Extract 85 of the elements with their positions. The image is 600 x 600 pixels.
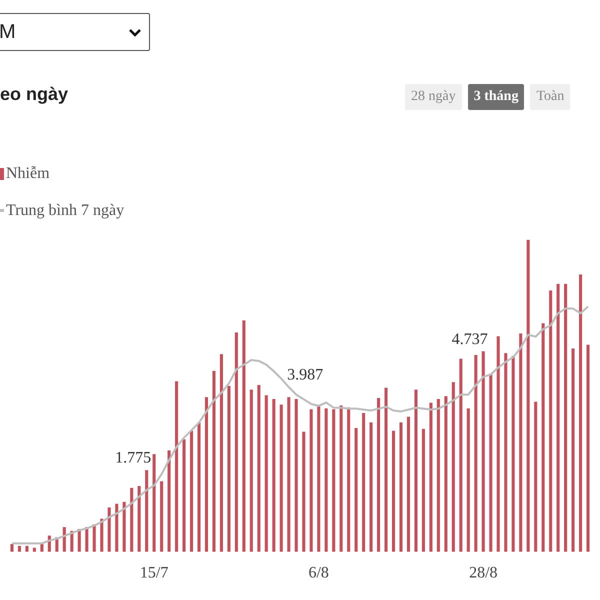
text: Toàn [530,84,570,110]
bar [370,422,373,552]
bar [354,428,358,552]
x-tick-label: 15/7 [140,564,168,582]
bar [302,432,306,552]
chart-title: eo ngày [0,84,68,105]
bar [190,430,194,552]
bar [234,332,238,552]
bar [115,504,118,552]
bar [242,320,246,552]
bar [294,398,298,552]
bar [474,355,478,552]
bar [272,398,276,552]
bar [422,428,425,552]
bar [92,524,96,552]
data-label: 1.775 [115,450,152,467]
bar [264,395,268,552]
bar [519,333,522,552]
bar [452,382,455,552]
bar [459,358,462,552]
bar [227,386,230,552]
bar [197,422,201,552]
bar [10,544,14,552]
dropdown-field: M [0,13,150,51]
bar [145,470,148,552]
bar [444,396,448,552]
bar [212,370,216,552]
x-tick-label: 6/8 [308,564,329,582]
bar [512,356,515,552]
bar [406,416,410,552]
data-label: 4.737 [452,330,488,348]
bar [384,388,388,552]
bar [108,508,111,552]
bar [466,408,470,552]
bar [526,240,530,552]
bar [340,406,343,552]
bar [586,344,590,552]
bar [534,402,538,552]
bar [324,408,328,552]
bar [220,354,223,552]
bar [32,548,36,552]
bar [250,390,253,552]
bar [572,348,575,552]
bar [347,407,350,552]
bar [549,290,552,552]
data-label: 3.987 [287,366,324,384]
bar [168,450,171,552]
bar [436,398,440,552]
bar [482,351,485,552]
bar [564,284,568,552]
bar [399,422,403,552]
bar [310,409,313,552]
bar [152,454,156,552]
bar [25,546,28,552]
bar [122,502,126,552]
bar [257,384,260,552]
bar [287,397,290,552]
bar [579,274,582,552]
bar [40,544,44,552]
bar [130,488,134,552]
text: 3 tháng [468,84,524,110]
legend-label: Nhiễm [6,164,50,182]
bar [280,404,283,552]
bar [556,284,560,552]
bar [429,402,432,552]
bar [160,481,164,552]
bar [317,406,320,552]
legend-label: Trung bình 7 ngày [6,202,124,220]
bar [138,486,141,552]
bar [504,353,508,552]
bar [362,413,366,552]
text: 28 ngày [405,84,462,110]
bar [18,546,21,552]
bar [175,381,178,552]
bar [496,336,500,552]
bar [182,439,186,552]
bar [392,430,396,552]
bar [204,397,208,552]
bar [542,323,545,552]
bar [100,518,104,552]
bar [377,398,380,552]
bar [489,374,492,552]
bar [332,409,336,552]
x-tick-label: 28/8 [469,564,498,582]
bar [414,390,418,552]
